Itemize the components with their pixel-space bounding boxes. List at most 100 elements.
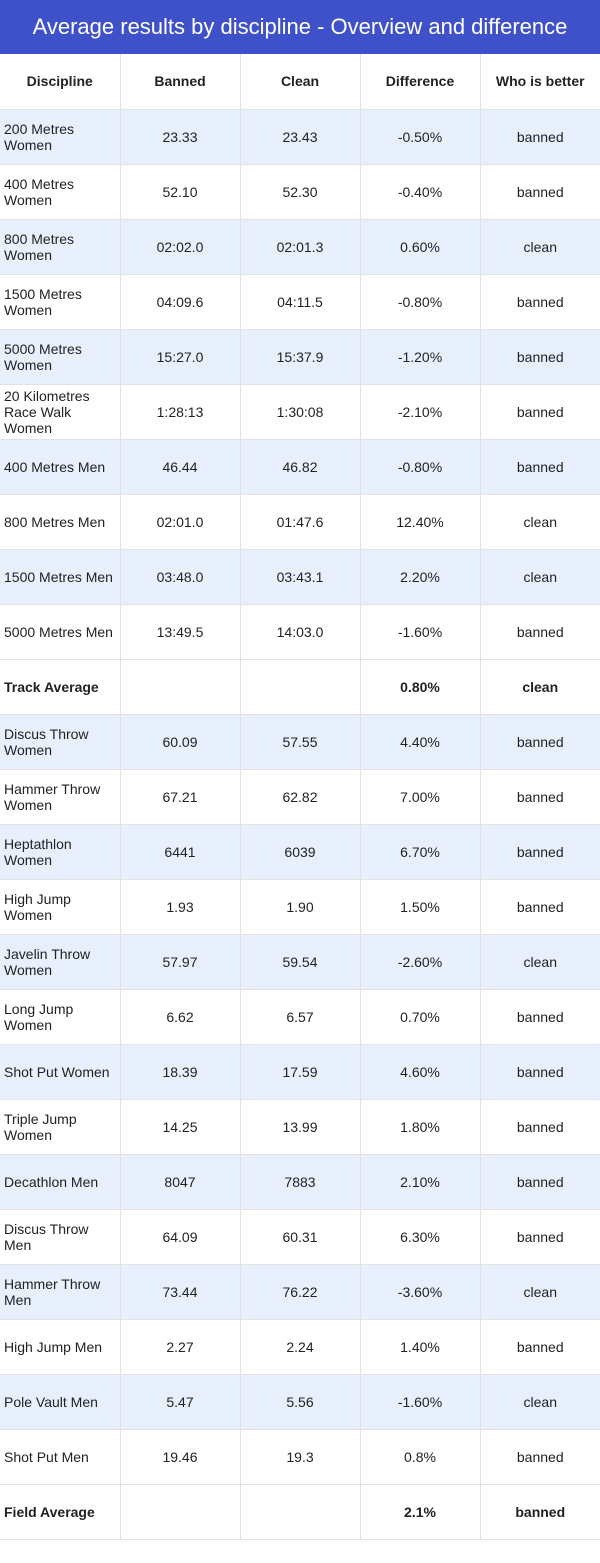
table-cell: 1.50% — [360, 879, 481, 935]
table-cell: -1.20% — [360, 329, 481, 385]
table-cell: 57.55 — [240, 714, 361, 770]
column-header: Clean — [240, 54, 361, 110]
table-cell: 04:09.6 — [120, 274, 241, 330]
table-row: Shot Put Men 19.46 19.3 0.8% banned — [0, 1429, 600, 1485]
table-cell: 400 Metres Men — [0, 439, 121, 495]
table-cell: 03:48.0 — [120, 549, 241, 605]
table-cell: Triple Jump Women — [0, 1099, 121, 1155]
table-cell: banned — [480, 1429, 600, 1485]
table-cell: 5.56 — [240, 1374, 361, 1430]
table-cell: 2.24 — [240, 1319, 361, 1375]
table-cell: 6.62 — [120, 989, 241, 1045]
table-cell: banned — [480, 274, 600, 330]
table-cell: Discus Throw Men — [0, 1209, 121, 1265]
table-cell: banned — [480, 989, 600, 1045]
table-cell: 1.80% — [360, 1099, 481, 1155]
table-cell — [240, 1484, 361, 1540]
table-cell: -3.60% — [360, 1264, 481, 1320]
table-row: High Jump Men 2.27 2.24 1.40% banned — [0, 1319, 600, 1375]
table-cell: 19.46 — [120, 1429, 241, 1485]
table-cell: banned — [480, 1154, 600, 1210]
table-cell: 7883 — [240, 1154, 361, 1210]
table-row: 400 Metres Men 46.44 46.82 -0.80% banned — [0, 439, 600, 495]
table-cell: 57.97 — [120, 934, 241, 990]
table-row: 1500 Metres Women 04:09.6 04:11.5 -0.80% ban… — [0, 274, 600, 330]
table-cell: banned — [480, 824, 600, 880]
table-cell: banned — [480, 439, 600, 495]
table-row: Hammer Throw Women 67.21 62.82 7.00% banned — [0, 769, 600, 825]
table-cell: banned — [480, 109, 600, 165]
table-cell: 6.57 — [240, 989, 361, 1045]
table-cell: -1.60% — [360, 604, 481, 660]
table-cell — [120, 1484, 241, 1540]
table-cell: banned — [480, 1209, 600, 1265]
table-cell: -1.60% — [360, 1374, 481, 1430]
table-cell: 59.54 — [240, 934, 361, 990]
table-cell: -0.80% — [360, 439, 481, 495]
table-cell: 13:49.5 — [120, 604, 241, 660]
table-cell: 7.00% — [360, 769, 481, 825]
table-cell: 1.93 — [120, 879, 241, 935]
table-cell: clean — [480, 1264, 600, 1320]
table-cell: 23.43 — [240, 109, 361, 165]
table-row: 5000 Metres Women 15:27.0 15:37.9 -1.20% ban… — [0, 329, 600, 385]
table-cell: 14:03.0 — [240, 604, 361, 660]
table-cell: Track Average — [0, 659, 121, 715]
table-cell: 15:37.9 — [240, 329, 361, 385]
table-cell: 20 Kilometres Race Walk Women — [0, 384, 121, 440]
table-cell: 1500 Metres Men — [0, 549, 121, 605]
table-cell: clean — [480, 934, 600, 990]
table-cell: 18.39 — [120, 1044, 241, 1100]
table-cell: 6441 — [120, 824, 241, 880]
column-header: Discipline — [0, 54, 121, 110]
table-cell: 2.20% — [360, 549, 481, 605]
table-cell: 5.47 — [120, 1374, 241, 1430]
table-cell: Field Average — [0, 1484, 121, 1540]
table-cell: clean — [480, 494, 600, 550]
table-row: Decathlon Men 8047 7883 2.10% banned — [0, 1154, 600, 1210]
table-row: 1500 Metres Men 03:48.0 03:43.1 2.20% clean — [0, 549, 600, 605]
table-cell: banned — [480, 1319, 600, 1375]
table-cell: 52.10 — [120, 164, 241, 220]
table-cell: banned — [480, 714, 600, 770]
table-cell: 03:43.1 — [240, 549, 361, 605]
table-cell: High Jump Men — [0, 1319, 121, 1375]
table-cell: 76.22 — [240, 1264, 361, 1320]
table-cell: -2.10% — [360, 384, 481, 440]
table-cell: Long Jump Women — [0, 989, 121, 1045]
table-row: Long Jump Women 6.62 6.57 0.70% banned — [0, 989, 600, 1045]
table-cell: 2.1% — [360, 1484, 481, 1540]
table-cell: 62.82 — [240, 769, 361, 825]
table-cell: 01:47.6 — [240, 494, 361, 550]
table-cell: 13.99 — [240, 1099, 361, 1155]
table-cell: 4.60% — [360, 1044, 481, 1100]
table-cell: 17.59 — [240, 1044, 361, 1100]
header-row: Discipline Banned Clean Difference Who is be… — [0, 54, 600, 110]
table-cell — [120, 659, 241, 715]
table-row: 20 Kilometres Race Walk Women 1:28:13 1:30… — [0, 384, 600, 440]
table-cell: 1.40% — [360, 1319, 481, 1375]
table-cell: 6.70% — [360, 824, 481, 880]
table-cell: 0.60% — [360, 219, 481, 275]
table-cell: Shot Put Men — [0, 1429, 121, 1485]
table-row: Javelin Throw Women 57.97 59.54 -2.60% clean — [0, 934, 600, 990]
title-bar: Average results by discipline - Overview… — [0, 0, 600, 54]
table-cell: 46.44 — [120, 439, 241, 495]
average-row: Track Average 0.80% clean — [0, 659, 600, 715]
table-cell: Decathlon Men — [0, 1154, 121, 1210]
column-header: Banned — [120, 54, 241, 110]
table-cell: banned — [480, 329, 600, 385]
table-cell: clean — [480, 549, 600, 605]
table-cell: banned — [480, 1099, 600, 1155]
table-cell: Hammer Throw Men — [0, 1264, 121, 1320]
table-cell: 0.70% — [360, 989, 481, 1045]
table-cell: 400 Metres Women — [0, 164, 121, 220]
table-cell: 02:02.0 — [120, 219, 241, 275]
table-cell: Pole Vault Men — [0, 1374, 121, 1430]
table-row: Triple Jump Women 14.25 13.99 1.80% banned — [0, 1099, 600, 1155]
results-table: Discipline Banned Clean Difference Who is be… — [0, 54, 600, 1540]
table-cell: 0.80% — [360, 659, 481, 715]
table-cell: 4.40% — [360, 714, 481, 770]
table-cell: Discus Throw Women — [0, 714, 121, 770]
table-cell: 02:01.3 — [240, 219, 361, 275]
